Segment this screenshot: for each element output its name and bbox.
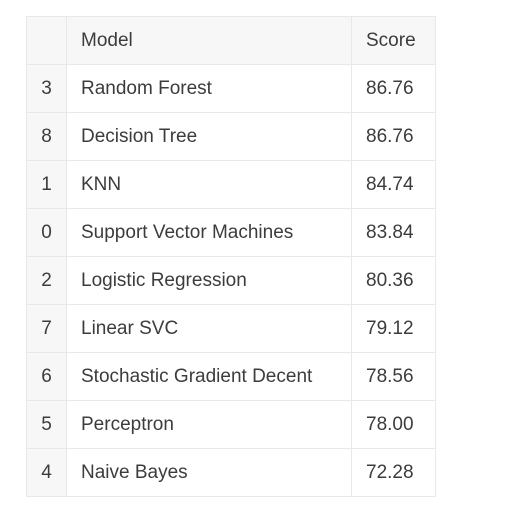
index-column-header: [26, 16, 67, 65]
model-cell: KNN: [66, 160, 352, 209]
table-row: 4 Naive Bayes 72.28: [26, 448, 436, 497]
score-cell: 83.84: [351, 208, 436, 257]
model-cell: Stochastic Gradient Decent: [66, 352, 352, 401]
model-cell: Linear SVC: [66, 304, 352, 353]
model-cell: Decision Tree: [66, 112, 352, 161]
score-cell: 86.76: [351, 112, 436, 161]
table-row: 7 Linear SVC 79.12: [26, 304, 436, 353]
model-cell: Support Vector Machines: [66, 208, 352, 257]
score-cell: 78.00: [351, 400, 436, 449]
table-row: 8 Decision Tree 86.76: [26, 112, 436, 161]
score-cell: 72.28: [351, 448, 436, 497]
score-cell: 78.56: [351, 352, 436, 401]
row-index: 7: [26, 304, 67, 353]
score-cell: 84.74: [351, 160, 436, 209]
row-index: 3: [26, 64, 67, 113]
row-index: 1: [26, 160, 67, 209]
score-cell: 79.12: [351, 304, 436, 353]
table-row: 2 Logistic Regression 80.36: [26, 256, 436, 305]
model-score-table: Model Score 3 Random Forest 86.76 8 Deci…: [26, 16, 436, 497]
model-cell: Naive Bayes: [66, 448, 352, 497]
dataframe-output: Model Score 3 Random Forest 86.76 8 Deci…: [26, 16, 436, 497]
table-row: 3 Random Forest 86.76: [26, 64, 436, 113]
score-cell: 80.36: [351, 256, 436, 305]
model-cell: Random Forest: [66, 64, 352, 113]
row-index: 6: [26, 352, 67, 401]
table-row: 1 KNN 84.74: [26, 160, 436, 209]
table-row: 5 Perceptron 78.00: [26, 400, 436, 449]
model-column-header: Model: [66, 16, 352, 65]
table-row: 0 Support Vector Machines 83.84: [26, 208, 436, 257]
row-index: 0: [26, 208, 67, 257]
row-index: 5: [26, 400, 67, 449]
table-header-row: Model Score: [26, 16, 436, 65]
score-cell: 86.76: [351, 64, 436, 113]
row-index: 8: [26, 112, 67, 161]
table-row: 6 Stochastic Gradient Decent 78.56: [26, 352, 436, 401]
score-column-header: Score: [351, 16, 436, 65]
row-index: 4: [26, 448, 67, 497]
model-cell: Perceptron: [66, 400, 352, 449]
model-cell: Logistic Regression: [66, 256, 352, 305]
row-index: 2: [26, 256, 67, 305]
